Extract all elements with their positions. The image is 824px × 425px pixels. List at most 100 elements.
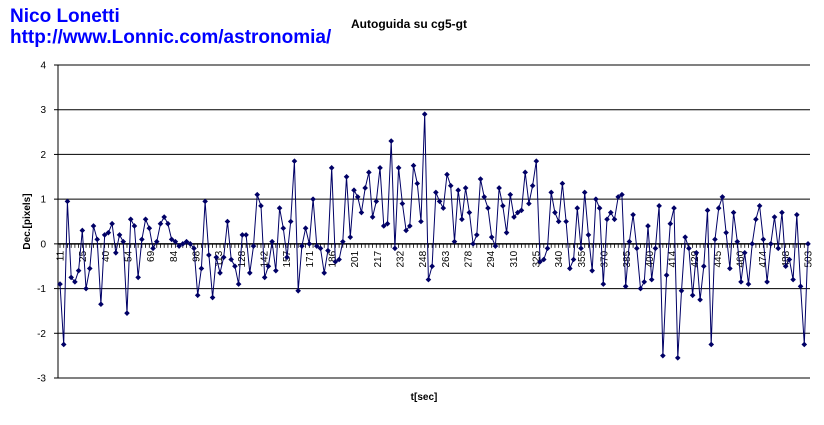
data-point (444, 171, 450, 178)
data-point (559, 180, 566, 187)
data-point (496, 185, 502, 191)
data-point (473, 232, 480, 238)
data-point (615, 194, 622, 200)
data-point (366, 169, 372, 176)
data-point (403, 227, 409, 234)
data-point (634, 245, 640, 252)
x-tick-label: 474 (758, 250, 769, 267)
data-point (172, 238, 179, 245)
data-point (287, 218, 294, 225)
data-point (641, 279, 648, 285)
data-point (414, 180, 421, 187)
data-point (425, 276, 432, 283)
data-point (485, 205, 491, 211)
data-point (57, 281, 63, 287)
data-point (261, 274, 268, 281)
x-tick-label: 445 (713, 250, 724, 267)
x-tick-label: 488 (781, 250, 792, 267)
data-point (60, 341, 67, 348)
data-point (455, 187, 461, 193)
data-point (83, 285, 89, 292)
data-point (756, 203, 763, 209)
x-tick-label: 263 (441, 250, 452, 267)
data-point (470, 241, 476, 247)
data-point (120, 238, 127, 245)
data-point (228, 256, 234, 263)
data-point (358, 209, 365, 216)
data-point (697, 296, 703, 303)
data-point (619, 191, 625, 198)
x-tick-label: 128 (237, 250, 248, 267)
data-point (741, 250, 748, 256)
data-point (79, 227, 86, 234)
data-point (392, 245, 398, 252)
x-tick-label: 460 (736, 250, 747, 267)
data-point (447, 182, 454, 189)
data-point (466, 209, 473, 216)
data-point (727, 265, 733, 272)
data-point (779, 209, 785, 216)
data-point (660, 352, 666, 359)
author-name: Nico Lonetti (10, 6, 120, 27)
data-point (165, 220, 171, 227)
data-point (276, 205, 283, 211)
data-point (767, 241, 774, 247)
data-point (797, 283, 804, 290)
data-point (492, 243, 499, 249)
data-point (377, 165, 383, 171)
x-tick-label: 201 (350, 250, 361, 267)
data-point (98, 301, 104, 308)
data-point (72, 279, 78, 285)
x-tick-label: 84 (169, 250, 180, 262)
x-tick-label: 40 (101, 250, 112, 262)
data-point (585, 232, 592, 238)
website-url[interactable]: http://www.Lonnic.com/astronomia/ (10, 27, 332, 48)
y-tick-label: -3 (37, 374, 46, 385)
data-point (180, 241, 186, 247)
data-point (719, 194, 726, 200)
data-point (593, 196, 599, 202)
data-point (581, 189, 588, 196)
data-point (511, 214, 517, 220)
x-axis-ticks: 1125405469849811312814215717118620121723… (56, 243, 815, 268)
data-point (589, 267, 595, 274)
data-point (753, 216, 759, 223)
data-point (299, 243, 305, 249)
data-point (127, 216, 134, 223)
data-point (187, 241, 194, 247)
data-point (436, 198, 443, 205)
data-point (235, 281, 242, 287)
data-point (146, 225, 153, 232)
data-point (488, 234, 495, 240)
data-point (611, 216, 618, 223)
data-point (68, 274, 74, 281)
data-point (544, 245, 551, 252)
data-point (686, 245, 692, 252)
data-point (176, 243, 182, 249)
x-tick-label: 278 (464, 250, 475, 267)
data-point (135, 274, 141, 281)
data-point (805, 241, 811, 247)
data-point (150, 245, 156, 252)
data-point (232, 263, 238, 270)
data-point (347, 234, 354, 240)
data-point (168, 236, 175, 243)
y-tick-label: -1 (37, 284, 46, 295)
data-point (548, 189, 555, 196)
data-point (217, 270, 223, 276)
data-point (522, 169, 528, 176)
data-point (410, 162, 417, 169)
y-tick-label: 2 (40, 150, 46, 161)
data-point (343, 173, 350, 180)
x-tick-label: 310 (509, 250, 520, 267)
data-point (421, 111, 428, 117)
data-point (295, 288, 301, 294)
data-point (771, 214, 778, 220)
x-tick-label: 340 (554, 250, 565, 267)
x-tick-label: 248 (418, 250, 429, 267)
data-point (433, 189, 439, 196)
data-point (209, 294, 216, 301)
data-point (321, 270, 328, 276)
data-point (630, 211, 636, 218)
